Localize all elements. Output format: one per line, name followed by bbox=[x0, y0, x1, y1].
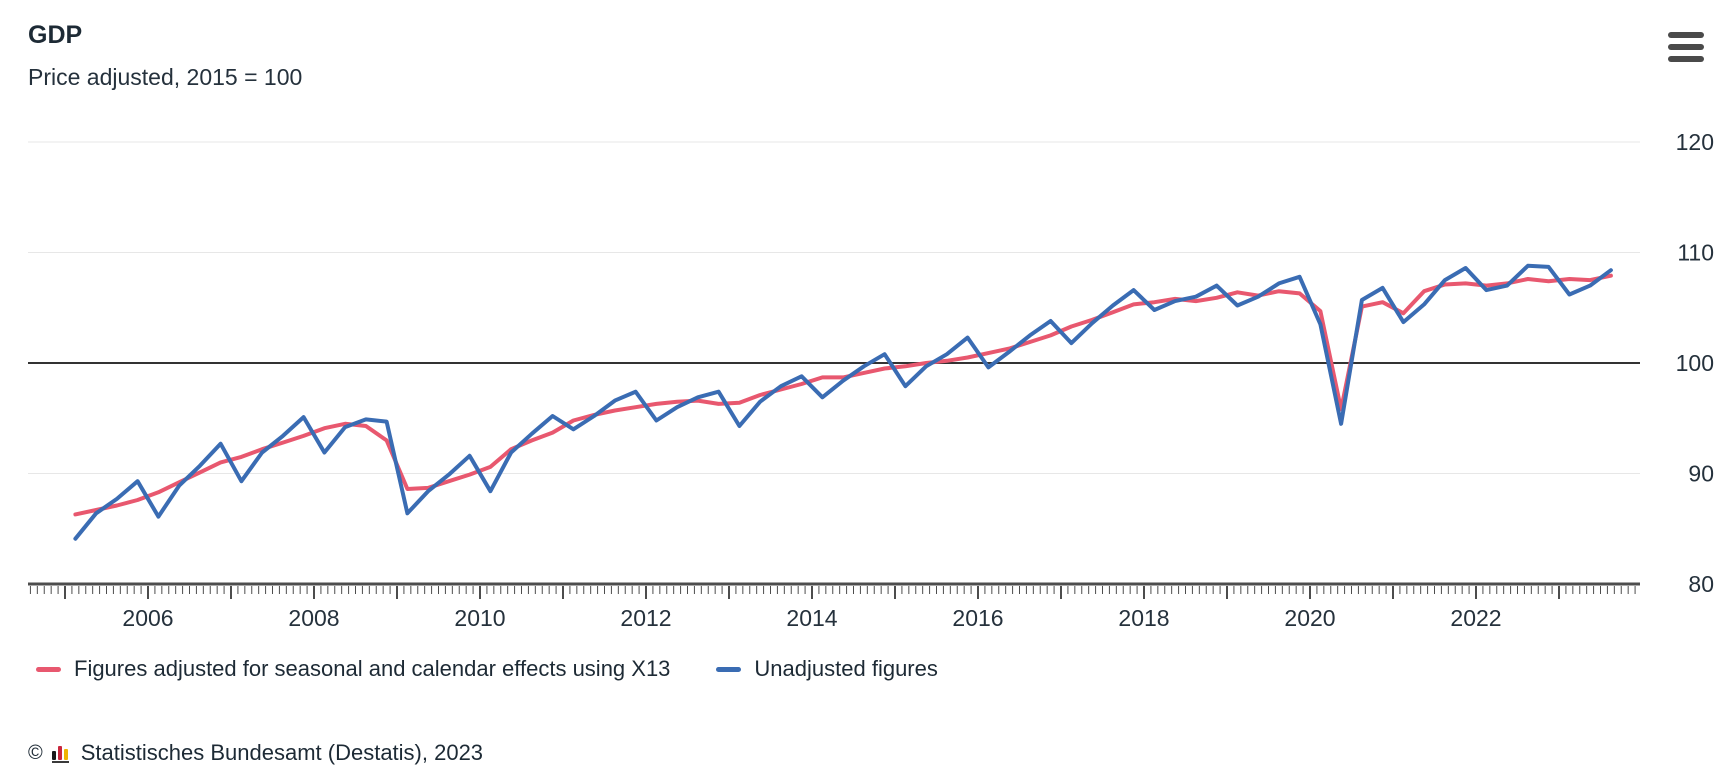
chart-menu-button[interactable] bbox=[1668, 30, 1706, 64]
legend-item-adjusted[interactable]: Figures adjusted for seasonal and calend… bbox=[36, 656, 670, 682]
y-axis-label-100: 100 bbox=[1676, 350, 1714, 376]
chart-legend: Figures adjusted for seasonal and calend… bbox=[36, 656, 938, 682]
logo-baseline bbox=[51, 761, 69, 763]
legend-label-unadjusted: Unadjusted figures bbox=[754, 656, 938, 681]
x-axis-label-2020: 2020 bbox=[1284, 605, 1335, 631]
logo-bar-red bbox=[57, 746, 62, 760]
logo-bar-black bbox=[51, 751, 56, 760]
hamburger-icon bbox=[1668, 56, 1704, 62]
series-line-adjusted-x13 bbox=[73, 273, 1613, 517]
x-axis-label-2016: 2016 bbox=[952, 605, 1003, 631]
copyright-symbol: © bbox=[28, 741, 43, 764]
legend-item-unadjusted[interactable]: Unadjusted figures bbox=[716, 656, 938, 682]
gdp-line-chart: 2006 2008 2010 2012 2014 2016 2018 2020 2022 80 90… bbox=[28, 129, 1714, 631]
x-axis-label-2012: 2012 bbox=[620, 605, 671, 631]
y-axis-label-110: 110 bbox=[1677, 240, 1714, 266]
chart-subtitle: Price adjusted, 2015 = 100 bbox=[28, 64, 303, 90]
x-axis-label-2018: 2018 bbox=[1118, 605, 1169, 631]
destatis-logo-icon bbox=[51, 743, 72, 763]
x-axis-label-2022: 2022 bbox=[1450, 605, 1501, 631]
hamburger-icon bbox=[1668, 32, 1704, 38]
series-line-unadjusted bbox=[73, 263, 1613, 541]
logo-bar-gold bbox=[63, 749, 68, 760]
x-axis-label-2006: 2006 bbox=[122, 605, 173, 631]
chart-title: GDP bbox=[28, 21, 83, 49]
y-axis-label-80: 80 bbox=[1688, 571, 1714, 597]
y-axis-label-120: 120 bbox=[1676, 129, 1714, 155]
y-axis-label-90: 90 bbox=[1688, 461, 1714, 487]
unadjusted-series-swatch-icon bbox=[716, 666, 742, 672]
legend-label-adjusted: Figures adjusted for seasonal and calend… bbox=[74, 656, 671, 681]
x-axis-label-2008: 2008 bbox=[288, 605, 339, 631]
chart-header: GDP Price adjusted, 2015 = 100 bbox=[28, 20, 302, 91]
adjusted-series-swatch-icon bbox=[36, 666, 61, 672]
x-axis-label-2014: 2014 bbox=[786, 605, 837, 631]
x-axis-label-2010: 2010 bbox=[454, 605, 505, 631]
source-footer: © Statistisches Bundesamt (Destatis), 20… bbox=[28, 740, 483, 766]
source-text: Statistisches Bundesamt (Destatis), 2023 bbox=[80, 740, 484, 765]
hamburger-icon bbox=[1668, 44, 1704, 50]
